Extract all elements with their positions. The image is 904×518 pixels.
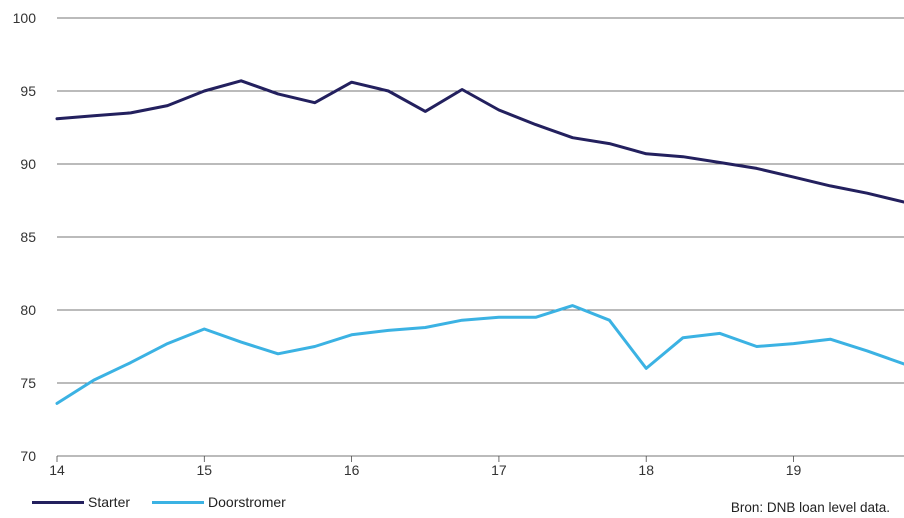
y-tick-label: 80 — [20, 302, 36, 318]
y-tick-label: 70 — [20, 448, 36, 464]
legend-label-starter: Starter — [88, 494, 131, 510]
y-tick-label: 90 — [20, 156, 36, 172]
x-axis-ticks: 14 15 16 17 18 19 — [49, 456, 802, 478]
y-tick-label: 100 — [13, 10, 37, 26]
legend-item-doorstromer: Doorstromer — [152, 494, 286, 510]
x-tick-label: 16 — [344, 462, 360, 478]
y-tick-label: 85 — [20, 229, 36, 245]
legend-swatch-doorstromer — [152, 500, 205, 504]
source-note: Bron: DNB loan level data. — [730, 500, 890, 515]
grid-lines — [57, 17, 904, 457]
x-tick-label: 18 — [638, 462, 654, 478]
legend-label-doorstromer: Doorstromer — [208, 494, 286, 510]
series-line-doorstromer — [55, 304, 904, 405]
y-tick-label: 95 — [20, 83, 36, 99]
legend: Starter Doorstromer — [32, 494, 308, 510]
x-tick-label: 17 — [491, 462, 507, 478]
series-lines — [55, 79, 904, 405]
series-line-starter — [55, 79, 904, 204]
line-chart: 70 75 80 85 90 95 100 14 15 16 17 18 19 — [13, 10, 904, 478]
x-tick-label: 19 — [786, 462, 802, 478]
y-axis-ticks: 70 75 80 85 90 95 100 — [13, 10, 37, 464]
y-tick-label: 75 — [20, 375, 36, 391]
legend-item-starter: Starter — [32, 494, 130, 510]
legend-swatch-starter — [32, 500, 84, 504]
x-tick-label: 15 — [197, 462, 213, 478]
x-tick-label: 14 — [49, 462, 65, 478]
